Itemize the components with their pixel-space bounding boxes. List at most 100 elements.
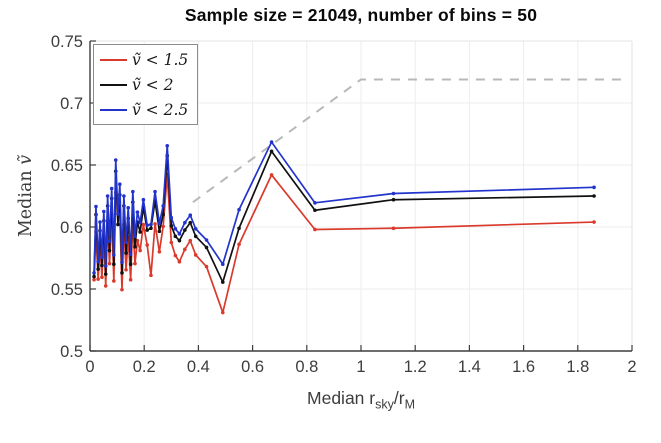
series-marker bbox=[220, 262, 225, 267]
series-marker bbox=[109, 186, 114, 191]
series-marker bbox=[94, 204, 98, 209]
series-marker bbox=[269, 149, 274, 154]
x-tick-label: 1.8 bbox=[566, 358, 589, 376]
series-marker bbox=[169, 240, 174, 245]
series-marker bbox=[145, 223, 149, 227]
series-marker bbox=[105, 194, 110, 198]
series-marker bbox=[391, 197, 396, 202]
legend-line-black bbox=[100, 83, 127, 86]
series-marker bbox=[133, 234, 137, 239]
series-marker bbox=[120, 260, 124, 265]
series-marker bbox=[391, 191, 396, 196]
legend-line-red bbox=[100, 58, 127, 61]
series-marker bbox=[188, 213, 193, 218]
series-marker bbox=[177, 259, 182, 264]
chart-title: Sample size = 21049, number of bins = 50 bbox=[184, 5, 538, 25]
series-marker bbox=[100, 255, 104, 260]
series-marker bbox=[103, 272, 108, 276]
series-marker bbox=[177, 238, 182, 243]
x-tick-label: 0.6 bbox=[241, 358, 264, 376]
x-tick-label: 2 bbox=[627, 358, 636, 376]
series-marker bbox=[149, 273, 153, 278]
series-marker bbox=[138, 230, 142, 234]
series-marker bbox=[204, 245, 209, 250]
series-marker bbox=[220, 310, 225, 315]
series-marker bbox=[313, 208, 317, 213]
series-marker bbox=[124, 251, 128, 255]
series-marker bbox=[120, 271, 124, 275]
series-marker bbox=[118, 182, 122, 187]
series-marker bbox=[92, 271, 96, 275]
y-axis-label-text: Median bbox=[16, 164, 36, 238]
series-marker bbox=[96, 259, 100, 264]
series-marker bbox=[141, 197, 146, 202]
y-tick-label: 0.6 bbox=[60, 219, 83, 237]
y-axis-label-variable: ṽ bbox=[16, 154, 36, 165]
series-marker bbox=[128, 277, 133, 282]
series-marker bbox=[133, 261, 137, 266]
series-marker bbox=[592, 194, 596, 198]
series-marker bbox=[138, 248, 142, 253]
series-marker bbox=[313, 227, 317, 232]
series-marker bbox=[204, 264, 209, 269]
series-marker bbox=[269, 173, 274, 177]
reference-dashed-line bbox=[192, 78, 624, 204]
series-marker bbox=[161, 224, 165, 229]
legend-box: ṽ < 1.5 ṽ < 2 ṽ < 2.5 bbox=[93, 44, 199, 125]
series-marker bbox=[112, 279, 116, 283]
series-marker bbox=[96, 267, 100, 271]
series-marker bbox=[193, 234, 198, 239]
y-axis-label: Median ṽ bbox=[16, 155, 36, 237]
x-tick-label: 0.4 bbox=[187, 358, 210, 376]
series-marker bbox=[145, 243, 149, 247]
series-marker bbox=[103, 284, 108, 288]
series-marker bbox=[92, 277, 96, 282]
series-marker bbox=[138, 220, 142, 225]
series-marker bbox=[204, 238, 209, 242]
x-axis-label-text: Median r bbox=[307, 388, 376, 408]
series-marker bbox=[391, 226, 396, 231]
x-tick-label: 1.2 bbox=[404, 358, 427, 376]
series-marker bbox=[173, 234, 178, 239]
series-marker bbox=[113, 158, 118, 162]
legend-label-v25: ṽ < 2.5 bbox=[132, 100, 189, 119]
series-marker bbox=[269, 140, 274, 144]
series-marker bbox=[157, 229, 162, 234]
series-marker bbox=[177, 232, 182, 236]
series-marker bbox=[183, 220, 187, 225]
series-marker bbox=[128, 252, 133, 257]
series-marker bbox=[220, 280, 225, 284]
series-marker bbox=[173, 227, 178, 231]
series-marker bbox=[188, 238, 193, 243]
series-marker bbox=[173, 253, 178, 258]
series-marker bbox=[98, 220, 102, 224]
series-marker bbox=[128, 262, 133, 267]
series-marker bbox=[107, 239, 112, 244]
series-marker bbox=[237, 242, 241, 247]
series-marker bbox=[592, 220, 596, 224]
x-axis-label-mid: /r bbox=[393, 388, 405, 408]
series-marker bbox=[92, 274, 96, 279]
x-tick-label: 0.8 bbox=[295, 358, 318, 376]
series-marker bbox=[112, 253, 116, 257]
series-marker bbox=[149, 222, 153, 227]
legend-label-v15: ṽ < 1.5 bbox=[132, 50, 189, 69]
y-tick-label: 0.75 bbox=[51, 33, 83, 51]
x-tick-label: 1.6 bbox=[512, 358, 535, 376]
series-marker bbox=[107, 261, 112, 266]
series-marker bbox=[135, 210, 140, 214]
x-tick-label: 1.4 bbox=[458, 358, 481, 376]
series-marker bbox=[100, 275, 104, 280]
series-marker bbox=[124, 240, 128, 245]
series-marker bbox=[145, 228, 149, 232]
series-marker bbox=[157, 221, 162, 226]
x-tick-label: 1 bbox=[356, 358, 365, 376]
series-marker bbox=[183, 247, 187, 252]
series-marker bbox=[237, 226, 241, 231]
series-marker bbox=[153, 189, 157, 194]
y-tick-label: 0.5 bbox=[60, 343, 83, 361]
series-marker bbox=[133, 245, 137, 249]
x-axis-label-sub-m: M bbox=[404, 397, 415, 412]
series-marker bbox=[96, 277, 100, 281]
